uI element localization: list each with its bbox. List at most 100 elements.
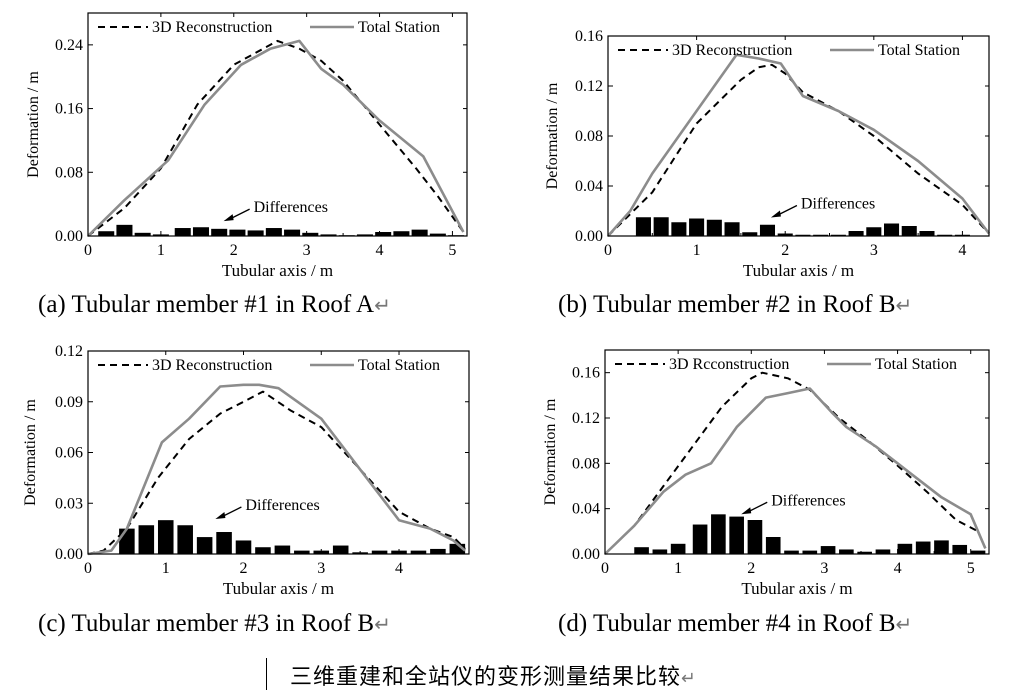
y-tick-label: 0.16	[575, 28, 603, 45]
y-tick-label: 0.00	[55, 228, 83, 245]
x-tick-label: 3	[820, 560, 828, 577]
legend-entry-3d-reconstruction: 3D Reconstruction	[152, 19, 272, 36]
difference-bar	[157, 520, 174, 554]
difference-bar	[211, 228, 228, 236]
difference-bar	[116, 224, 133, 236]
subcaption: (c) Tubular member #3 in Roof B↵	[38, 610, 391, 637]
x-tick-label: 3	[303, 242, 311, 259]
difference-bar	[356, 234, 373, 236]
difference-bar	[692, 524, 708, 554]
x-tick-label: 3	[317, 560, 325, 577]
difference-bar	[919, 231, 935, 236]
legend-entry-3d-reconstruction: 3D Reconstruction	[152, 357, 272, 374]
difference-bar	[429, 233, 446, 236]
x-tick-label: 2	[230, 242, 238, 259]
x-tick-label: 4	[958, 242, 966, 259]
difference-bar	[813, 234, 829, 236]
series-line-3d-reconstruction	[607, 63, 990, 237]
x-tick-label: 0	[84, 242, 92, 259]
difference-bar	[830, 234, 846, 236]
difference-bar	[449, 543, 466, 554]
annotation-arrow-head	[741, 507, 752, 515]
y-tick-label: 0.16	[572, 365, 600, 382]
y-tick-label: 0.16	[55, 101, 83, 118]
y-axis-label: Deformation / m	[542, 398, 559, 505]
legend-entry-3d-reconstruction: 3D Reconstruction	[672, 42, 792, 59]
series-line-3d-reconstruction	[604, 371, 987, 555]
return-mark-icon: ↵	[374, 612, 391, 636]
figure-caption-text: 三维重建和全站仪的变形测量结果比较↵	[290, 659, 697, 691]
x-tick-label: 1	[162, 560, 170, 577]
difference-bar	[411, 229, 428, 236]
x-tick-label: 1	[693, 242, 701, 259]
difference-bar	[294, 550, 310, 554]
legend-entry-total-station: Total Station	[878, 42, 960, 59]
x-tick-label: 1	[674, 560, 682, 577]
difference-bar	[393, 231, 410, 236]
return-mark-icon: ↵	[896, 293, 913, 317]
x-tick-label: 0	[604, 242, 612, 259]
series-line-total-station	[87, 39, 465, 237]
difference-bar	[848, 231, 864, 236]
difference-bar	[98, 231, 115, 236]
difference-bar	[375, 232, 392, 236]
difference-bar	[634, 547, 649, 554]
text-cursor-bar	[266, 658, 267, 690]
difference-bar	[802, 550, 818, 554]
y-axis-label: Deformation / m	[544, 82, 561, 189]
difference-bar	[937, 234, 953, 236]
difference-bar	[915, 541, 931, 554]
x-tick-label: 0	[84, 560, 92, 577]
difference-bar	[884, 223, 900, 236]
subcaption: (b) Tubular member #2 in Roof B↵	[558, 291, 912, 318]
annotation-differences: Differences	[254, 199, 328, 216]
annotation-differences: Differences	[801, 196, 875, 213]
difference-bar	[371, 550, 388, 554]
figure-caption-label: 三维重建和全站仪的变形测量结果比较	[290, 665, 682, 690]
difference-bar	[901, 226, 917, 236]
x-tick-label: 5	[448, 242, 456, 259]
x-tick-label: 4	[376, 242, 384, 259]
difference-bar	[759, 224, 776, 236]
difference-bar	[229, 229, 246, 236]
x-tick-label: 2	[781, 242, 789, 259]
subcaption: (d) Tubular member #4 in Roof B↵	[558, 610, 912, 637]
difference-bar	[724, 222, 740, 236]
difference-bar	[689, 218, 705, 236]
return-mark-icon: ↵	[374, 293, 391, 317]
y-tick-label: 0.04	[575, 178, 603, 195]
y-tick-label: 0.04	[572, 501, 600, 518]
difference-bar	[934, 540, 949, 554]
difference-bar	[196, 537, 213, 554]
x-tick-label: 3	[870, 242, 878, 259]
difference-bar	[711, 514, 726, 554]
difference-bar	[247, 230, 264, 236]
difference-bar	[857, 551, 872, 554]
difference-bar	[706, 219, 722, 236]
chart-panel-2: 0 1 2 3 4 0.00 0.04 0.08 0.12 0.16 Tubular axis / …	[544, 28, 991, 318]
series-line-total-station	[607, 53, 991, 237]
difference-bar	[729, 516, 744, 554]
difference-bar	[302, 232, 319, 236]
plot-frame	[607, 35, 990, 237]
annotation-arrow-head	[215, 512, 226, 520]
difference-bar	[177, 525, 193, 554]
y-tick-label: 0.12	[572, 410, 600, 427]
difference-bar	[265, 228, 282, 236]
y-tick-label: 0.00	[572, 546, 600, 563]
y-tick-label: 0.12	[55, 343, 83, 360]
series-line-total-station	[604, 387, 987, 555]
difference-bar	[653, 217, 669, 236]
return-mark-icon: ↵	[896, 612, 913, 636]
chart-panel-4: 0 1 2 3 4 5 0.00 0.04 0.08 0.12 0.16 Tubular axis /…	[542, 349, 990, 637]
difference-bar	[765, 537, 781, 554]
x-axis-label: Tubular axis / m	[223, 579, 334, 598]
annotation-arrow-head	[223, 214, 234, 222]
y-tick-label: 0.03	[55, 495, 83, 512]
x-tick-label: 2	[240, 560, 248, 577]
difference-bar	[820, 546, 836, 554]
y-tick-label: 0.24	[55, 37, 83, 54]
legend-entry-total-station: Total Station	[358, 357, 440, 374]
x-tick-label: 0	[601, 560, 609, 577]
